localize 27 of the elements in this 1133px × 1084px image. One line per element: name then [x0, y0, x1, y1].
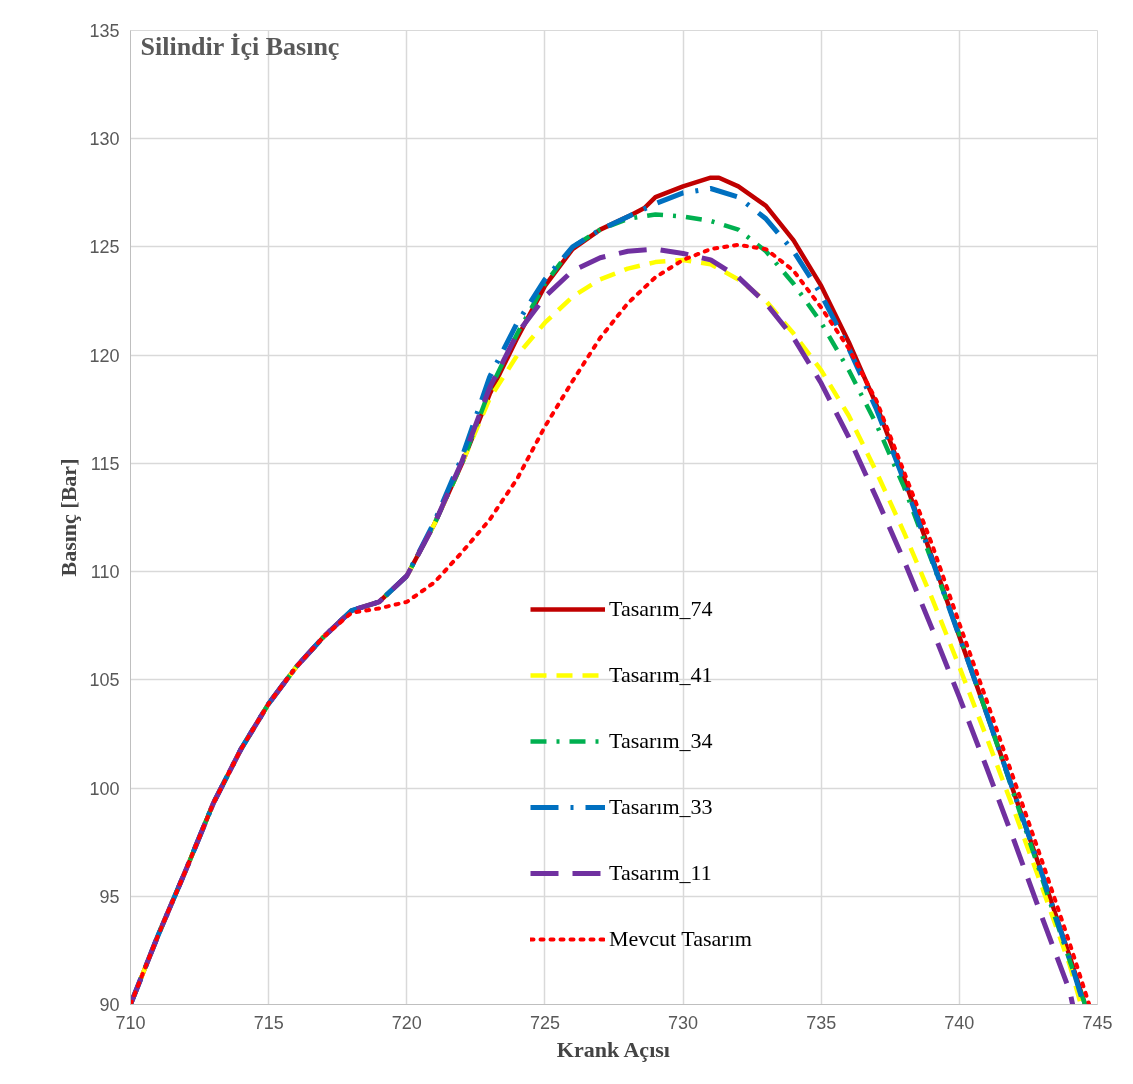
y-tick-label: 135	[89, 21, 120, 41]
x-tick-label: 730	[668, 1012, 699, 1033]
x-tick-label: 740	[944, 1012, 975, 1033]
x-tick-label: 735	[806, 1012, 837, 1033]
y-tick-label: 125	[89, 237, 120, 258]
x-axis-title: Krank Açısı	[556, 1036, 670, 1062]
y-tick-label: 105	[89, 670, 120, 691]
y-tick-label: 130	[89, 129, 120, 150]
legend-label: Tasarım_74	[609, 596, 713, 622]
legend-label: Mevcut Tasarım	[609, 926, 752, 952]
x-tick-label: 720	[391, 1012, 422, 1033]
legend-label: Tasarım_41	[609, 662, 713, 688]
legend-label: Tasarım_34	[609, 728, 713, 754]
legend-label: Tasarım_33	[609, 794, 713, 820]
legend-label: Tasarım_11	[609, 860, 712, 886]
x-tick-label: 745	[1082, 1012, 1113, 1033]
y-tick-label: 100	[89, 778, 120, 799]
chart-title: Silindir İçi Basınç	[140, 31, 340, 61]
y-tick-label: 115	[90, 453, 120, 474]
x-tick-label: 710	[115, 1012, 146, 1033]
y-tick-label: 120	[89, 345, 120, 366]
y-tick-label: 95	[99, 886, 120, 907]
x-tick-label: 725	[529, 1012, 560, 1033]
x-tick-label: 715	[253, 1012, 284, 1033]
y-tick-label: 110	[90, 562, 120, 583]
y-axis-title: Basınç [Bar]	[56, 458, 82, 577]
y-tick-label: 90	[99, 995, 120, 1015]
